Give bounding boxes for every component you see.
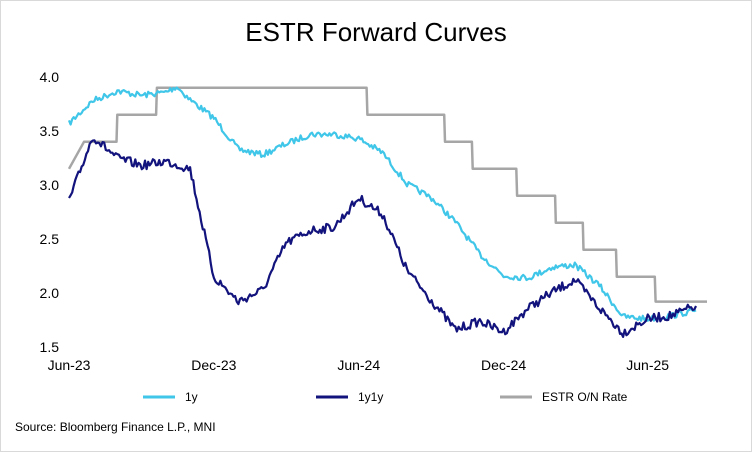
x-tick-label: Jun-25 <box>626 357 669 373</box>
x-tick-label: Dec-23 <box>191 357 236 373</box>
axis-ticks: 4.0 3.5 3.0 2.5 2.0 1.5 Jun-23 Dec-23 Jun-24 Dec-… <box>40 69 670 373</box>
x-tick-label: Jun-23 <box>48 357 91 373</box>
series-line-1y <box>67 86 697 322</box>
series-line-estr-o-n-rate <box>67 86 707 303</box>
y-tick-label: 3.5 <box>40 123 60 139</box>
x-tick-label: Dec-24 <box>481 357 526 373</box>
y-tick-label: 4.0 <box>40 69 60 85</box>
source-note: Source: Bloomberg Finance L.P., MNI <box>15 420 216 434</box>
legend: 1y 1y1y ESTR O/N Rate <box>143 390 628 404</box>
legend-label: 1y1y <box>358 390 383 404</box>
legend-label: ESTR O/N Rate <box>542 390 628 404</box>
y-tick-label: 2.5 <box>40 231 60 247</box>
chart-title: ESTR Forward Curves <box>245 17 507 47</box>
y-tick-label: 2.0 <box>40 285 60 301</box>
legend-label: 1y <box>185 390 198 404</box>
x-tick-label: Jun-24 <box>337 357 380 373</box>
plot-area <box>67 86 707 338</box>
y-tick-label: 3.0 <box>40 177 60 193</box>
y-tick-label: 1.5 <box>40 339 60 355</box>
series-line-1y1y <box>68 139 697 338</box>
